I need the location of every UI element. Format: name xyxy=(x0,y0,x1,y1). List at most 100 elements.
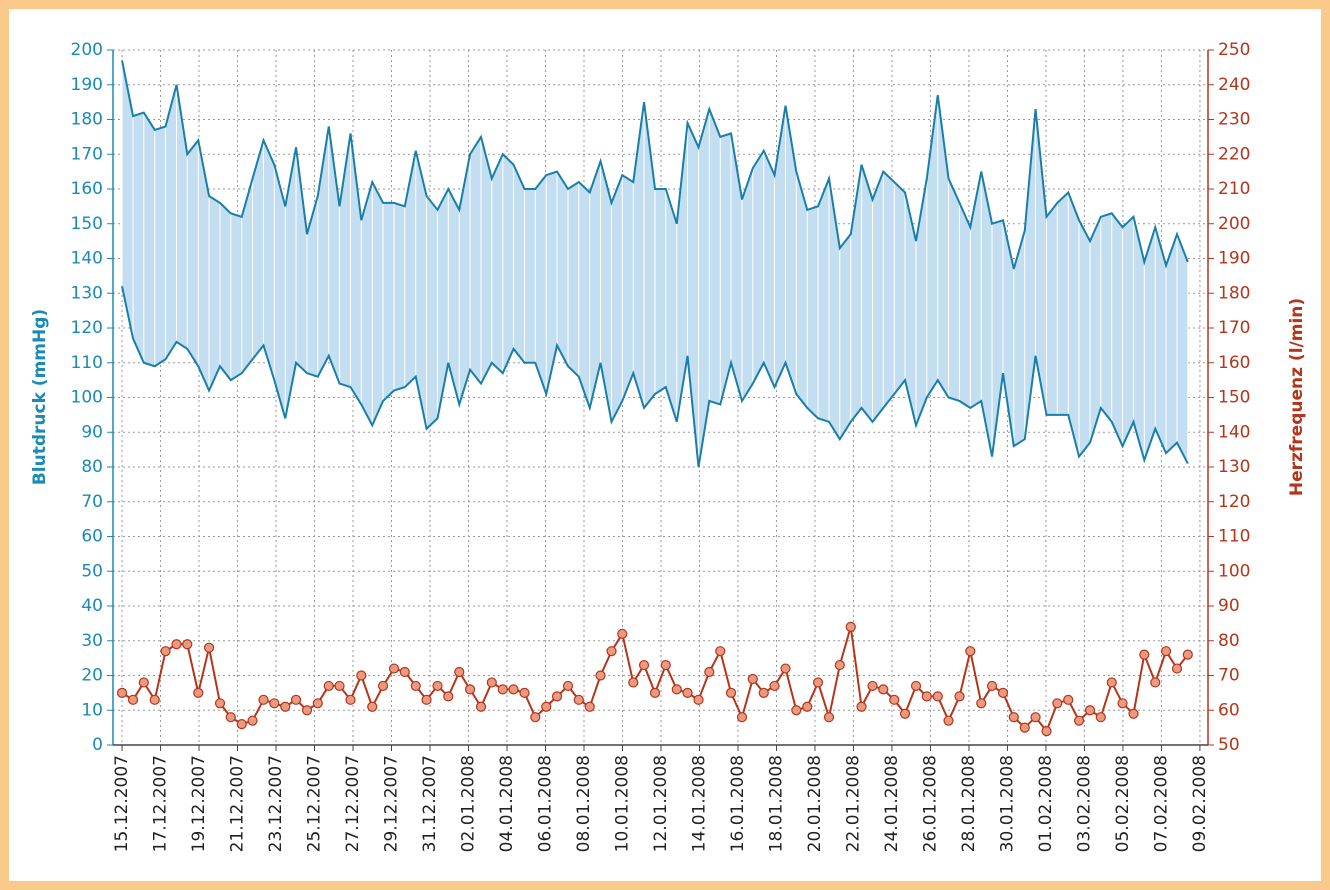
point xyxy=(280,701,291,712)
point xyxy=(834,659,845,671)
point xyxy=(1084,705,1096,716)
x-tick-label: 25.12.2007 xyxy=(305,755,325,852)
point xyxy=(1052,698,1063,709)
y-tick-label: 30 xyxy=(81,631,103,651)
point xyxy=(954,691,965,702)
series-line xyxy=(121,286,1189,468)
point xyxy=(399,666,410,678)
point xyxy=(421,694,432,705)
point xyxy=(649,687,661,698)
point xyxy=(1128,708,1139,719)
point xyxy=(508,684,519,695)
y-tick-label: 180 xyxy=(71,110,103,130)
x-tick-label: 14.01.2008 xyxy=(689,755,709,852)
point xyxy=(704,666,715,678)
point xyxy=(758,687,769,698)
y2-tick-label: 50 xyxy=(1218,735,1240,755)
point xyxy=(747,673,758,685)
series-line xyxy=(121,626,1189,734)
y2-tick-label: 60 xyxy=(1218,700,1240,720)
point xyxy=(878,684,889,695)
point xyxy=(802,701,813,712)
x-tick-label: 23.12.2007 xyxy=(266,755,286,852)
point xyxy=(464,684,476,695)
x-tick-label: 02.01.2008 xyxy=(459,755,479,852)
point xyxy=(1117,698,1128,709)
x-tick-label: 04.01.2008 xyxy=(497,755,517,852)
y-tick-label: 0 xyxy=(92,735,103,755)
point xyxy=(638,659,650,671)
x-tick-label: 27.12.2007 xyxy=(343,755,363,852)
point xyxy=(986,680,998,692)
point xyxy=(138,677,149,688)
y2-tick-label: 200 xyxy=(1218,214,1250,234)
y-tick-label: 20 xyxy=(81,666,103,686)
x-tick-label: 20.01.2008 xyxy=(805,755,825,852)
point xyxy=(541,701,552,712)
point xyxy=(997,687,1009,698)
point xyxy=(182,639,193,650)
x-tick-label: 19.12.2007 xyxy=(189,755,209,852)
point xyxy=(943,715,954,726)
point xyxy=(486,677,497,688)
point xyxy=(1041,725,1052,737)
x-tick-label: 17.12.2007 xyxy=(151,755,171,852)
y-tick-label: 70 xyxy=(81,492,103,512)
point xyxy=(432,680,443,692)
point xyxy=(301,705,313,716)
y-tick-label: 200 xyxy=(71,40,103,60)
point xyxy=(1139,649,1150,660)
point xyxy=(388,663,400,674)
point xyxy=(856,701,867,712)
y-tick-label: 140 xyxy=(71,249,103,269)
point xyxy=(812,677,824,688)
point xyxy=(323,680,334,692)
point xyxy=(1171,663,1183,674)
point xyxy=(780,663,791,674)
x-tick-label: 31.12.2007 xyxy=(420,755,440,852)
y2-tick-label: 240 xyxy=(1218,75,1250,95)
point xyxy=(377,680,389,692)
series-line xyxy=(121,60,1189,270)
x-tick-label: 18.01.2008 xyxy=(766,755,786,852)
x-tick-label: 16.01.2008 xyxy=(728,755,748,852)
point xyxy=(1019,722,1030,733)
point xyxy=(193,687,204,698)
x-tick-label: 07.02.2008 xyxy=(1151,755,1171,852)
point xyxy=(791,705,802,716)
point xyxy=(530,712,541,723)
x-tick-label: 01.02.2008 xyxy=(1036,755,1056,852)
point xyxy=(1008,712,1019,723)
point xyxy=(258,694,269,705)
y2-tick-label: 150 xyxy=(1218,388,1250,408)
point xyxy=(116,687,128,698)
point xyxy=(454,666,465,678)
x-tick-label: 15.12.2007 xyxy=(112,755,132,852)
y-tick-label: 110 xyxy=(71,353,103,373)
point xyxy=(628,677,639,688)
x-tick-label: 12.01.2008 xyxy=(651,755,671,852)
point xyxy=(965,646,976,657)
point xyxy=(290,694,302,705)
x-tick-label: 03.02.2008 xyxy=(1074,755,1094,852)
point xyxy=(715,646,726,657)
point xyxy=(932,691,943,702)
point xyxy=(497,684,508,695)
point xyxy=(410,680,421,692)
point xyxy=(671,684,682,695)
point xyxy=(203,642,215,653)
x-tick-label: 29.12.2007 xyxy=(382,755,402,852)
y-tick-label: 160 xyxy=(71,179,103,199)
point xyxy=(214,698,226,709)
y2-tick-label: 110 xyxy=(1218,527,1250,547)
point xyxy=(356,670,367,681)
point xyxy=(160,646,171,657)
point xyxy=(899,708,911,719)
x-tick-label: 28.01.2008 xyxy=(959,755,979,852)
point xyxy=(693,694,704,705)
point xyxy=(976,698,987,709)
point xyxy=(367,701,378,712)
point xyxy=(269,698,280,709)
y2-tick-label: 100 xyxy=(1218,561,1250,581)
y2-tick-label: 230 xyxy=(1218,110,1250,130)
